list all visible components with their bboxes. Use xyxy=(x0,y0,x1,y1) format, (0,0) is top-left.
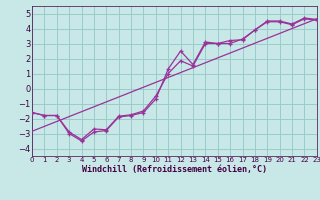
X-axis label: Windchill (Refroidissement éolien,°C): Windchill (Refroidissement éolien,°C) xyxy=(82,165,267,174)
